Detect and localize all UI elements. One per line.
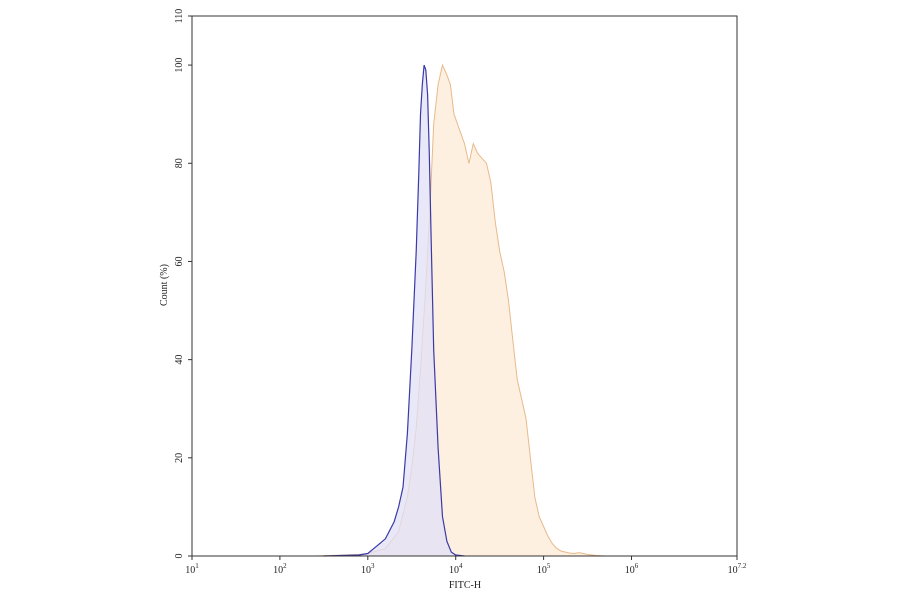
x-tick-label: 105 [537,562,551,576]
x-tick-label: 101 [185,562,199,576]
x-tick-label: 103 [361,562,375,576]
y-tick-label: 0 [174,554,185,559]
series-layer [315,63,614,557]
x-tick-label: 107.2 [728,562,747,576]
x-tick-label: 106 [625,562,639,576]
series-2-line [323,64,465,557]
y-tick-label: 20 [174,453,185,463]
y-tick-label: 40 [174,355,185,365]
x-tick-label: 104 [449,562,463,576]
series-1-fill [315,65,614,556]
y-tick-label: 110 [174,9,185,24]
y-axis-ticks: 0 20 40 60 80 100 110 [174,9,192,559]
x-axis-title: FITC-H [449,580,481,591]
plot-frame [191,15,738,557]
x-axis-ticks: 101 102 103 104 105 106 107.2 [185,556,747,576]
y-tick-label: 100 [174,58,185,73]
series-2-fill [323,65,465,556]
y-tick-label: 80 [174,158,185,168]
x-tick-label: 102 [273,562,287,576]
y-tick-label: 60 [174,256,185,266]
y-axis-title: Count (%) [159,264,170,306]
